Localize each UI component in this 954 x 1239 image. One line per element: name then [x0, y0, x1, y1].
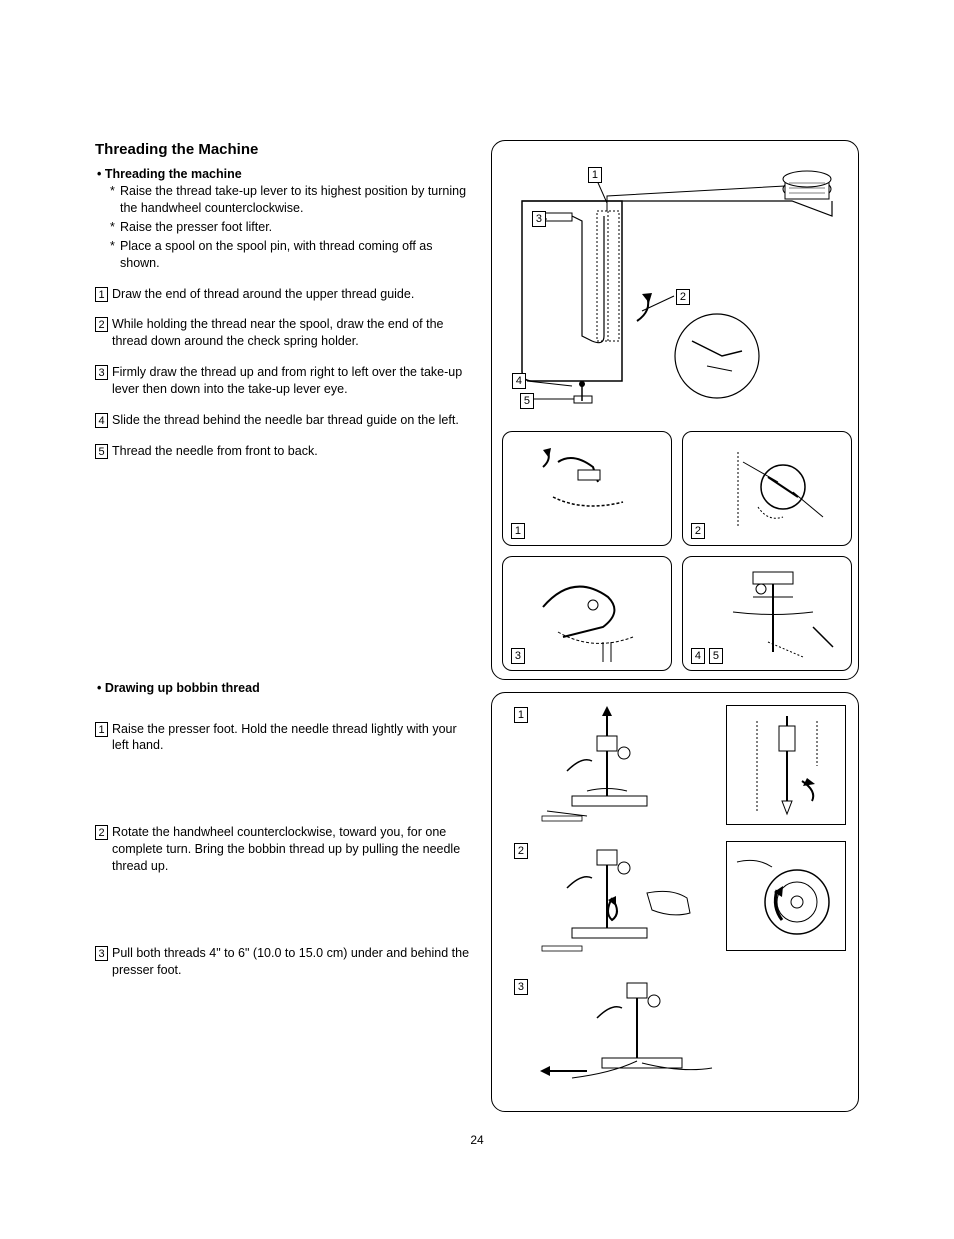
callout-3-icon: 3 [532, 211, 546, 227]
step-1: 1 Draw the end of thread around the uppe… [95, 286, 473, 303]
bullet-3: Place a spool on the spool pin, with thr… [120, 238, 473, 272]
callout-1-icon: 1 [588, 167, 602, 183]
step-num-icon: 2 [95, 317, 108, 332]
needle-inset-box [726, 705, 846, 825]
handwheel-inset-box [726, 841, 846, 951]
handwheel-icon [727, 842, 847, 952]
left-text-column: Threading the Machine • Threading the ma… [95, 140, 473, 1124]
step-num-icon: 3 [95, 946, 108, 961]
bobbin-diagram-panel: 1 [491, 692, 859, 1112]
threading-diagram-panel: 1 2 3 4 5 1 [491, 140, 859, 680]
bullet-2: Raise the presser foot lifter. [120, 219, 272, 236]
detail-panel-4-5: 4 5 [682, 556, 852, 671]
mini-label-icon: 5 [709, 648, 723, 664]
step-3: 3 Firmly draw the thread up and from rig… [95, 364, 473, 398]
mini-label-icon: 4 [691, 648, 705, 664]
bobbin-step3-icon [512, 973, 732, 1103]
step-num-icon: 1 [95, 722, 108, 737]
mini-label-icon: 2 [691, 523, 705, 539]
bobbin-step1-icon [512, 701, 712, 831]
bobbin-label-icon: 2 [514, 843, 528, 859]
check-spring-detail-icon [683, 432, 853, 547]
step-2: 2 While holding the thread near the spoo… [95, 316, 473, 350]
section2-heading: • Drawing up bobbin thread [97, 680, 473, 697]
section1-heading: • Threading the machine [97, 166, 473, 183]
thread-guide-detail-icon [503, 432, 673, 547]
step2-1: 1 Raise the presser foot. Hold the needl… [95, 721, 473, 755]
step-num-icon: 4 [95, 413, 108, 428]
step-num-icon: 5 [95, 444, 108, 459]
step2-3: 3 Pull both threads 4" to 6" (10.0 to 15… [95, 945, 473, 979]
callout-5-icon: 5 [520, 393, 534, 409]
bobbin-label-icon: 1 [514, 707, 528, 723]
page-title: Threading the Machine [95, 140, 473, 160]
step-5: 5 Thread the needle from front to back. [95, 443, 473, 460]
bobbin-label-icon: 3 [514, 979, 528, 995]
page-number: 24 [0, 1133, 954, 1147]
bullet-1: Raise the thread take-up lever to its hi… [120, 183, 473, 217]
bobbin-step2-icon [512, 838, 712, 968]
step-4: 4 Slide the thread behind the needle bar… [95, 412, 473, 429]
detail-panel-3: 3 [502, 556, 672, 671]
callout-2-icon: 2 [676, 289, 690, 305]
step2-2: 2 Rotate the handwheel counterclockwise,… [95, 824, 473, 875]
right-diagram-column: 1 2 3 4 5 1 [491, 140, 859, 1124]
callout-4-icon: 4 [512, 373, 526, 389]
mini-label-icon: 3 [511, 648, 525, 664]
takeup-lever-detail-icon [503, 557, 673, 672]
step-num-icon: 3 [95, 365, 108, 380]
section1-bullets: *Raise the thread take-up lever to its h… [110, 183, 473, 271]
detail-panel-1: 1 [502, 431, 672, 546]
mini-label-icon: 1 [511, 523, 525, 539]
needle-closeup-icon [727, 706, 847, 826]
detail-panel-2: 2 [682, 431, 852, 546]
step-num-icon: 1 [95, 287, 108, 302]
machine-diagram-icon [492, 141, 862, 421]
step-num-icon: 2 [95, 825, 108, 840]
